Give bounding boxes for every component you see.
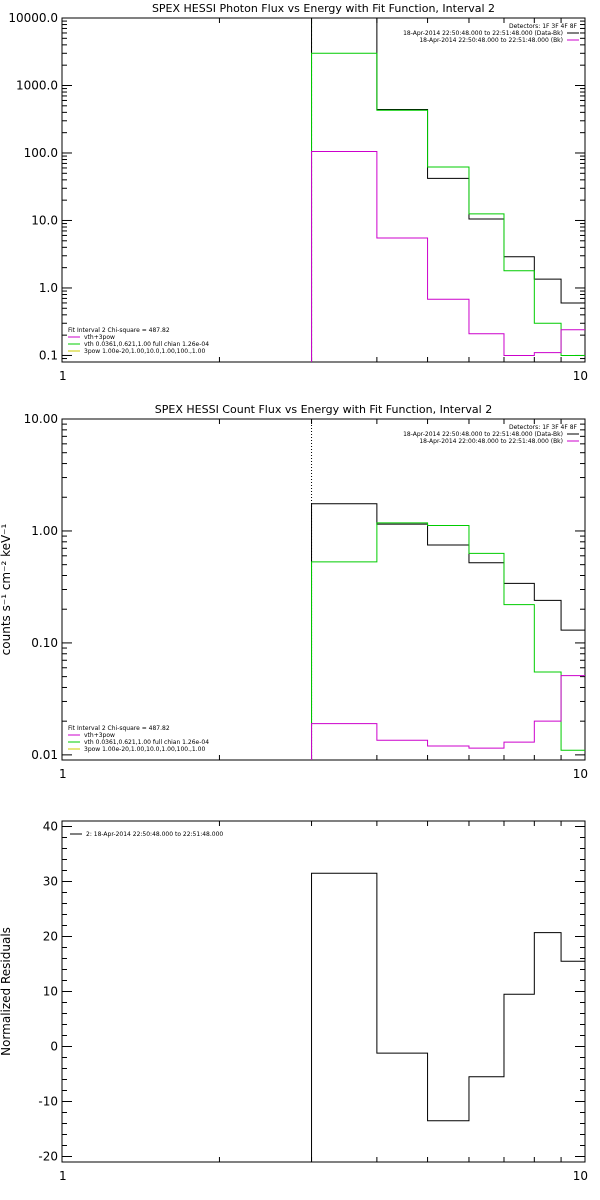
legend-header: Detectors: 1F 3F 4F 8F — [509, 23, 578, 30]
x-tick-label: 10 — [573, 369, 588, 383]
y-tick-label: 0 — [50, 1040, 58, 1054]
x-tick-label: 1 — [59, 767, 67, 781]
series-line-1 — [311, 872, 585, 1162]
panel-2: SPEX HESSI Count Flux vs Energy with Fit… — [0, 403, 588, 781]
fit-legend-header: Fit Interval 2 Chi-square = 487.82 — [68, 725, 170, 732]
series-line-1 — [311, 503, 585, 760]
y-tick-label: 0.01 — [31, 748, 58, 762]
fit-legend-entry: 3pow 1.00e-20,1.00,10.0,1.00,100.,1.00 — [84, 348, 205, 355]
fit-legend-entry: vth+3pow — [84, 732, 115, 739]
series-line-2 — [311, 52, 585, 362]
y-axis-label: Normalized Residuals — [0, 927, 13, 1056]
legend-entry: 18-Apr-2014 22:50:48.000 to 22:51:48.000… — [403, 30, 563, 37]
panel-3: -20 -10 0 10 20 30 40 1 10 Normalized Residuals 2:… — [0, 820, 588, 1184]
fit-legend-entry: vth+3pow — [84, 334, 115, 341]
y-tick-label: 40 — [43, 820, 58, 834]
legend-fit: Fit Interval 2 Chi-square = 487.82vth+3p… — [68, 725, 209, 753]
y-tick-label: 1.0 — [39, 281, 58, 295]
series-line-2 — [311, 522, 585, 760]
legend-header: Detectors: 1F 3F 4F 8F — [509, 424, 578, 431]
y-axis-label: counts s⁻¹ cm⁻² keV⁻¹ — [0, 523, 13, 655]
fit-legend-entry: 3pow 1.00e-20,1.00,10.0,1.00,100.,1.00 — [84, 746, 205, 753]
x-tick-label: 10 — [573, 767, 588, 781]
y-tick-label: 100.0 — [24, 146, 58, 160]
fit-legend-entry: vth 0.0361,0.621,1.00 full chian 1.26e-0… — [84, 739, 209, 746]
plot-frame — [61, 17, 586, 363]
x-tick-label: 10 — [573, 1169, 588, 1183]
plot-frame — [61, 820, 586, 1163]
legend-entry: 18-Apr-2014 22:50:48.000 to 22:51:48.000… — [403, 431, 563, 438]
legend-entry: 18-Apr-2014 22:00:48.000 to 22:51:48.000… — [419, 438, 563, 445]
panel-1: SPEX HESSI Photon Flux vs Energy with Fi… — [8, 2, 588, 383]
y-tick-label: 1.00 — [31, 524, 58, 538]
fit-legend-entry: vth 0.0361,0.621,1.00 full chian 1.26e-0… — [84, 341, 209, 348]
chart-title: SPEX HESSI Count Flux vs Energy with Fit… — [155, 403, 492, 416]
series-line-1 — [311, 17, 585, 362]
y-tick-label: 1000.0 — [16, 78, 58, 92]
series-line-3 — [311, 675, 585, 760]
chart-title: SPEX HESSI Photon Flux vs Energy with Fi… — [152, 2, 495, 15]
y-tick-label: -20 — [38, 1150, 58, 1164]
legend-top: 2: 18-Apr-2014 22:50:48.000 to 22:51:48.… — [70, 831, 223, 838]
y-tick-label: 0.1 — [39, 348, 58, 362]
legend-entry: 2: 18-Apr-2014 22:50:48.000 to 22:51:48.… — [86, 831, 223, 838]
legend-entry: 18-Apr-2014 22:50:48.000 to 22:51:48.000… — [419, 37, 563, 44]
x-tick-label: 1 — [59, 369, 67, 383]
plot-frame — [61, 418, 586, 761]
fit-legend-header: Fit Interval 2 Chi-square = 487.82 — [68, 327, 170, 334]
legend-fit: Fit Interval 2 Chi-square = 487.82vth+3p… — [68, 327, 209, 355]
y-tick-label: 0.10 — [31, 636, 58, 650]
y-tick-label: -10 — [38, 1095, 58, 1109]
y-tick-label: 20 — [43, 930, 58, 944]
y-tick-label: 10000.0 — [8, 11, 58, 25]
y-tick-label: 10.00 — [24, 412, 58, 426]
series-line-3 — [311, 151, 585, 362]
y-tick-label: 30 — [43, 875, 58, 889]
x-tick-label: 1 — [59, 1169, 67, 1183]
y-tick-label: 10 — [43, 985, 58, 999]
y-tick-label: 10.0 — [31, 213, 58, 227]
